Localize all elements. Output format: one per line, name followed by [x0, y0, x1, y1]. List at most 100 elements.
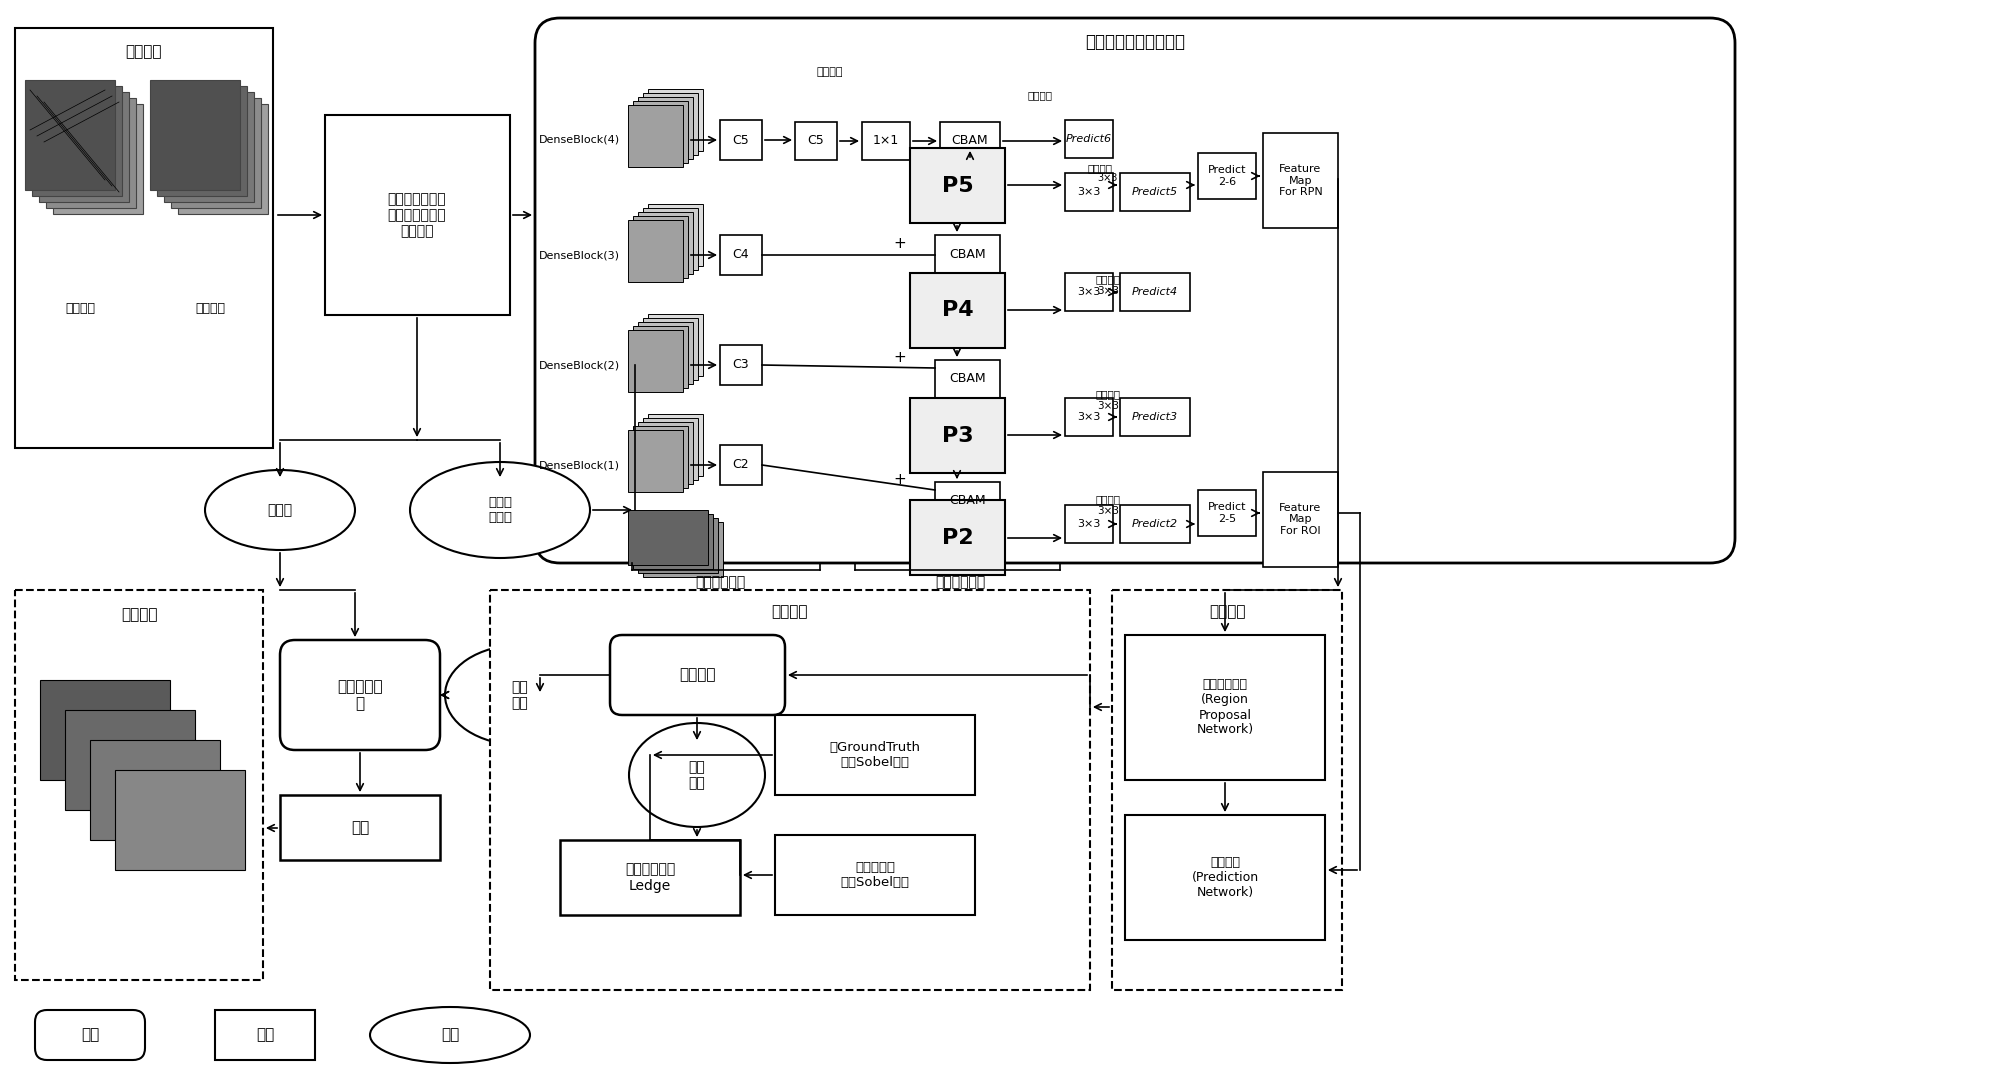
- Text: 训练模型: 训练模型: [678, 668, 717, 683]
- Bar: [115, 770, 246, 870]
- Text: P4: P4: [942, 300, 974, 321]
- Bar: [642, 418, 699, 480]
- Bar: [171, 98, 262, 208]
- Text: 3×3: 3×3: [1077, 187, 1101, 197]
- Bar: [628, 220, 682, 282]
- Ellipse shape: [205, 470, 354, 550]
- Text: Predict3: Predict3: [1131, 412, 1178, 422]
- Bar: [91, 740, 219, 840]
- Text: P3: P3: [942, 426, 974, 446]
- Bar: [1065, 505, 1113, 544]
- FancyBboxPatch shape: [610, 635, 785, 715]
- Bar: [1198, 490, 1256, 536]
- Bar: [46, 98, 137, 208]
- Bar: [1125, 635, 1325, 780]
- Text: 模型: 模型: [81, 1027, 99, 1042]
- Text: 计算边缘损失
Ledge: 计算边缘损失 Ledge: [624, 862, 674, 893]
- Text: 数据: 数据: [441, 1027, 459, 1042]
- Text: 预测: 预测: [350, 820, 368, 835]
- Bar: [32, 86, 123, 196]
- Text: +: +: [894, 473, 906, 488]
- Text: P5: P5: [942, 176, 974, 195]
- Bar: [642, 318, 699, 379]
- Bar: [1262, 133, 1339, 228]
- Bar: [934, 235, 1000, 273]
- Text: 3×3: 3×3: [1097, 173, 1117, 183]
- Text: Feature
Map
For ROI: Feature Map For ROI: [1280, 503, 1323, 536]
- Bar: [1262, 472, 1339, 567]
- Bar: [1119, 505, 1190, 544]
- Bar: [642, 208, 699, 270]
- Text: 预测网络
(Prediction
Network): 预测网络 (Prediction Network): [1192, 857, 1258, 899]
- Text: C5: C5: [807, 134, 825, 148]
- Bar: [721, 445, 763, 485]
- Bar: [632, 426, 688, 488]
- Bar: [721, 235, 763, 276]
- Bar: [151, 80, 240, 190]
- Bar: [64, 710, 195, 810]
- Bar: [628, 510, 709, 565]
- Ellipse shape: [411, 462, 590, 559]
- Bar: [324, 115, 509, 315]
- Text: 测试集: 测试集: [268, 503, 292, 517]
- Text: Predict4: Predict4: [1131, 287, 1178, 297]
- Bar: [632, 101, 688, 163]
- Bar: [934, 482, 1000, 520]
- Text: P2: P2: [942, 527, 974, 548]
- Text: 数据增强: 数据增强: [195, 301, 225, 314]
- Text: C4: C4: [733, 249, 749, 262]
- Text: DenseBlock(2): DenseBlock(2): [539, 360, 620, 370]
- Bar: [177, 104, 268, 214]
- Bar: [862, 122, 910, 160]
- Ellipse shape: [370, 1007, 529, 1063]
- Bar: [721, 345, 763, 385]
- Bar: [642, 522, 723, 577]
- Text: C2: C2: [733, 459, 749, 472]
- Bar: [795, 122, 837, 160]
- Text: +: +: [894, 236, 906, 251]
- FancyBboxPatch shape: [535, 18, 1735, 563]
- Text: 特征提取与特征图生成: 特征提取与特征图生成: [1085, 33, 1186, 51]
- Bar: [560, 840, 741, 915]
- Text: 卷积操作: 卷积操作: [817, 66, 843, 77]
- Bar: [52, 104, 143, 214]
- Text: 训练集
验证集: 训练集 验证集: [487, 496, 511, 524]
- Text: 1×1: 1×1: [874, 134, 900, 148]
- Bar: [638, 322, 692, 384]
- Text: CBAM: CBAM: [950, 248, 986, 260]
- Bar: [638, 212, 692, 274]
- Bar: [934, 360, 1000, 398]
- Bar: [1065, 398, 1113, 436]
- Text: Predict5: Predict5: [1131, 187, 1178, 197]
- Bar: [628, 330, 682, 392]
- Bar: [1119, 173, 1190, 211]
- Text: 操作: 操作: [256, 1027, 274, 1042]
- Bar: [632, 215, 688, 278]
- Text: 目标检测: 目标检测: [1208, 605, 1246, 620]
- Text: Feature
Map
For RPN: Feature Map For RPN: [1278, 164, 1323, 197]
- Bar: [157, 86, 248, 196]
- Text: Predict2: Predict2: [1131, 519, 1178, 528]
- Bar: [940, 122, 1000, 160]
- Text: 卷积操作
3×3: 卷积操作 3×3: [1095, 389, 1121, 411]
- Bar: [910, 148, 1004, 223]
- Bar: [910, 398, 1004, 473]
- Text: CBAM: CBAM: [950, 494, 986, 507]
- Text: 特征融合部分: 特征融合部分: [934, 575, 984, 589]
- Bar: [1125, 815, 1325, 940]
- Text: C5: C5: [733, 134, 749, 147]
- Bar: [721, 120, 763, 160]
- Text: 卷积操作
3×3: 卷积操作 3×3: [1095, 274, 1121, 296]
- Bar: [1198, 153, 1256, 199]
- Bar: [638, 96, 692, 159]
- Text: 全部
损失: 全部 损失: [688, 760, 705, 790]
- Bar: [38, 92, 129, 202]
- Bar: [642, 93, 699, 155]
- Text: Predict
2-5: Predict 2-5: [1208, 502, 1246, 524]
- Text: 3×3: 3×3: [1077, 519, 1101, 528]
- Bar: [632, 326, 688, 388]
- Bar: [489, 590, 1089, 991]
- Bar: [1065, 273, 1113, 311]
- Text: C3: C3: [733, 358, 749, 372]
- Bar: [163, 92, 254, 202]
